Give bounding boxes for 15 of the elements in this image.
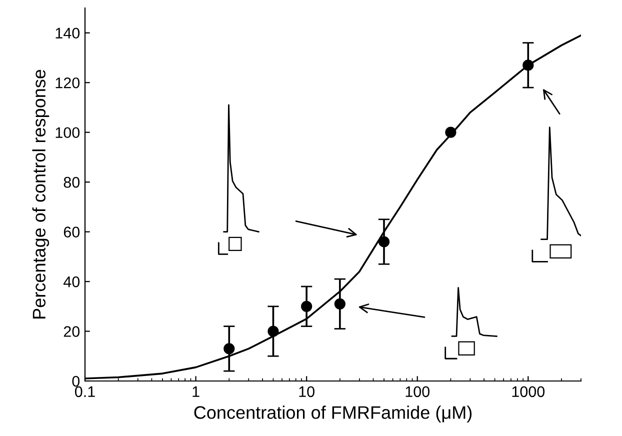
x-tick-label: 1000 (512, 386, 545, 398)
y-tick-label: 140 (56, 28, 80, 39)
x-tick-label: 0.1 (74, 386, 95, 398)
x-tick-label: 1 (192, 386, 200, 397)
y-tick-label: 0 (72, 376, 80, 387)
y-tick-label: 100 (56, 127, 80, 138)
x-axis-title: Concentration of FMRFamide (μM) (194, 406, 472, 422)
y-tick-label: 120 (56, 77, 80, 88)
y-tick-label: 20 (64, 326, 80, 337)
y-tick-label: 40 (64, 276, 80, 288)
y-tick-label: 60 (64, 226, 80, 238)
x-tick-label: 100 (406, 386, 430, 398)
y-axis-title: Percentage of control response (32, 70, 50, 318)
y-tick-label: 80 (64, 176, 80, 188)
x-tick-label: 10 (299, 386, 314, 398)
